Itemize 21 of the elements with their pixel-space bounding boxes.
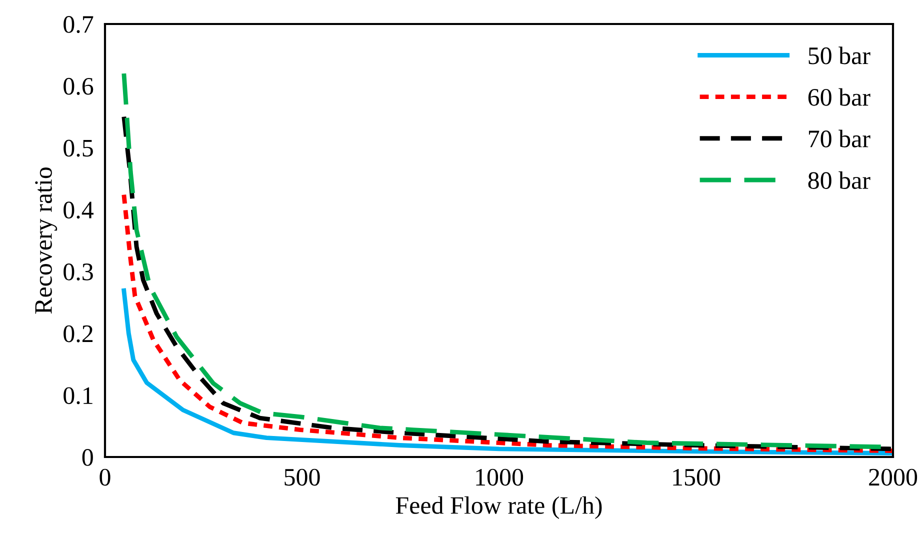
x-tick-label: 500	[284, 468, 320, 486]
y-tick-label: 0	[82, 449, 93, 466]
legend-label: 80 bar	[808, 171, 870, 189]
line-series	[122, 192, 893, 454]
legend-label: 70 bar	[808, 130, 870, 148]
x-tick-label: 1000	[476, 468, 524, 486]
line-series	[122, 288, 893, 456]
legend-label: 60 bar	[808, 88, 870, 106]
x-tick-label: 1500	[673, 468, 720, 486]
x-tick-label: 0	[100, 468, 110, 486]
y-tick-label: 0.5	[64, 140, 93, 157]
y-tick-label: 0.6	[64, 78, 94, 95]
y-tick-label: 0.7	[64, 16, 94, 34]
y-axis-title: Recovery ratio	[35, 168, 58, 314]
y-tick-label: 0.4	[64, 202, 94, 219]
legend-label: 50 bar	[808, 46, 870, 64]
y-tick-label: 0.1	[64, 387, 92, 404]
y-tick-label: 0.2	[64, 325, 93, 342]
y-tick-label: 0.3	[64, 263, 93, 280]
x-axis-title: Feed Flow rate (L/h)	[396, 496, 602, 520]
x-tick-label: 2000	[869, 468, 918, 486]
